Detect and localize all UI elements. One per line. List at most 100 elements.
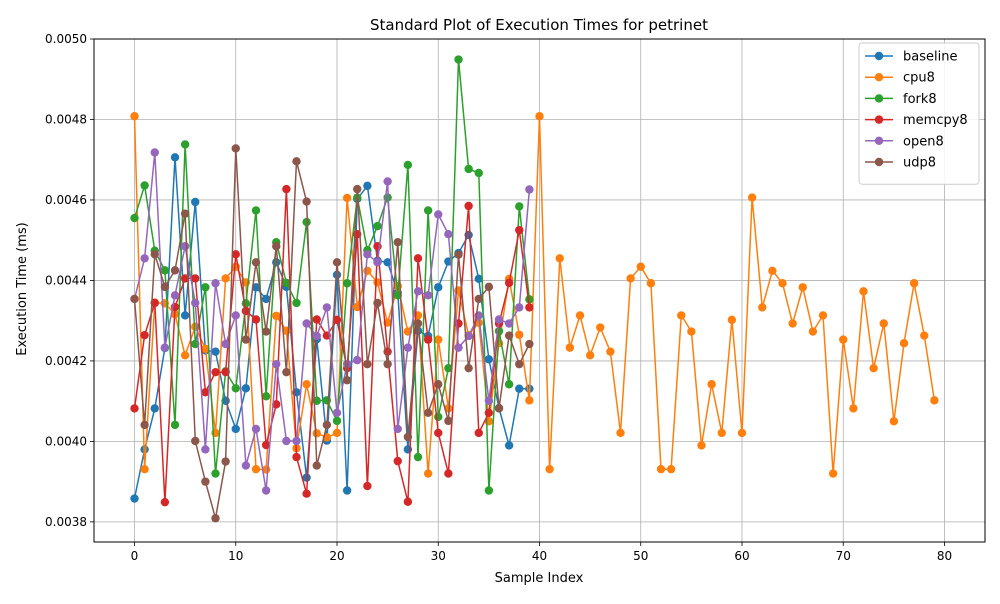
- data-point-memcpy8: [413, 254, 423, 263]
- data-point-memcpy8: [160, 497, 170, 507]
- data-point-udp8: [474, 294, 483, 304]
- data-point-fork8: [403, 160, 413, 170]
- data-point-cpu8: [778, 279, 787, 288]
- data-point-open8: [241, 461, 251, 470]
- data-point-cpu8: [302, 380, 311, 389]
- data-point-baseline: [251, 283, 261, 292]
- data-point-cpu8: [768, 266, 777, 275]
- data-point-baseline: [170, 153, 180, 162]
- y-axis-ticks: 0.0038 0.0040 0.0042 0.0044 0.0046 0.0048 0.00…: [45, 32, 94, 529]
- data-point-baseline: [474, 274, 483, 284]
- data-point-udp8: [221, 457, 230, 466]
- series-line-open8: [133, 151, 531, 492]
- legend-label: fork8: [903, 92, 937, 107]
- data-point-memcpy8: [434, 428, 443, 438]
- data-point-udp8: [525, 339, 534, 349]
- legend-item-cpu8: cpu8: [865, 71, 935, 86]
- data-point-cpu8: [596, 323, 605, 332]
- data-point-fork8: [342, 279, 352, 288]
- data-point-fork8: [201, 283, 210, 292]
- data-point-cpu8: [525, 396, 534, 405]
- y-tick-label: 0.0050: [45, 32, 87, 46]
- data-point-cpu8: [747, 193, 757, 202]
- data-point-open8: [515, 303, 524, 312]
- data-point-udp8: [322, 420, 332, 430]
- data-point-baseline: [211, 347, 220, 356]
- data-point-cpu8: [808, 327, 818, 336]
- data-point-udp8: [353, 184, 362, 194]
- x-tick-label: 0: [131, 549, 139, 563]
- data-point-memcpy8: [292, 452, 301, 462]
- x-tick-label: 40: [532, 549, 547, 563]
- data-point-baseline: [180, 311, 190, 320]
- data-point-open8: [312, 331, 321, 341]
- data-point-udp8: [140, 420, 149, 430]
- data-point-cpu8: [180, 351, 190, 360]
- y-axis-label: Execution Time (ms): [15, 222, 30, 355]
- data-point-open8: [231, 311, 240, 320]
- data-point-baseline: [191, 197, 200, 207]
- data-point-baseline: [332, 270, 342, 280]
- x-tick-label: 70: [836, 549, 851, 563]
- data-point-cpu8: [849, 404, 858, 413]
- data-point-cpu8: [677, 311, 686, 320]
- data-point-fork8: [241, 299, 251, 308]
- data-point-fork8: [302, 217, 311, 227]
- data-point-fork8: [160, 266, 170, 275]
- data-point-cpu8: [535, 112, 544, 121]
- data-point-baseline: [484, 355, 494, 364]
- data-point-fork8: [292, 298, 301, 308]
- data-point-cpu8: [585, 351, 595, 360]
- data-point-udp8: [454, 250, 463, 259]
- y-tick-label: 0.0038: [45, 515, 87, 529]
- data-point-memcpy8: [302, 489, 311, 498]
- data-point-baseline: [261, 294, 271, 304]
- data-point-baseline: [231, 424, 240, 434]
- data-point-udp8: [515, 359, 524, 369]
- data-point-memcpy8: [261, 440, 271, 450]
- series-open8: [130, 148, 534, 495]
- data-point-open8: [272, 359, 281, 369]
- legend-label: memcpy8: [903, 113, 968, 128]
- data-point-fork8: [423, 206, 433, 215]
- data-point-cpu8: [272, 311, 281, 321]
- data-point-cpu8: [363, 266, 372, 275]
- x-axis-ticks: 0 10 20 30 40 50 60 70 80: [131, 542, 952, 563]
- data-point-memcpy8: [444, 469, 453, 478]
- grid-lines: [94, 38, 985, 542]
- legend-label: open8: [903, 134, 944, 149]
- data-point-udp8: [342, 376, 352, 385]
- data-point-baseline: [302, 473, 311, 482]
- series-line-fork8: [133, 58, 531, 492]
- y-tick-label: 0.0046: [45, 193, 87, 207]
- data-point-memcpy8: [393, 456, 402, 466]
- data-point-memcpy8: [140, 330, 149, 340]
- series-udp8: [130, 144, 534, 523]
- data-point-udp8: [423, 408, 433, 418]
- data-point-memcpy8: [282, 184, 291, 194]
- data-point-open8: [140, 254, 149, 263]
- data-point-cpu8: [575, 311, 585, 320]
- legend-item-udp8: udp8: [865, 156, 936, 171]
- data-point-open8: [170, 291, 180, 300]
- data-point-cpu8: [332, 428, 342, 438]
- data-point-open8: [504, 319, 514, 328]
- legend-label: udp8: [903, 156, 936, 171]
- data-point-cpu8: [434, 335, 443, 344]
- legend-swatch-marker: [874, 51, 884, 61]
- data-point-udp8: [434, 380, 443, 389]
- data-point-open8: [423, 291, 433, 300]
- data-point-cpu8: [930, 396, 939, 405]
- data-point-open8: [393, 424, 402, 434]
- series-layer: [130, 55, 939, 523]
- data-point-memcpy8: [312, 315, 321, 324]
- data-point-open8: [494, 315, 504, 324]
- data-point-udp8: [170, 266, 180, 275]
- data-point-udp8: [282, 367, 291, 377]
- data-point-cpu8: [636, 262, 645, 271]
- data-point-cpu8: [707, 380, 716, 389]
- data-point-memcpy8: [464, 201, 473, 211]
